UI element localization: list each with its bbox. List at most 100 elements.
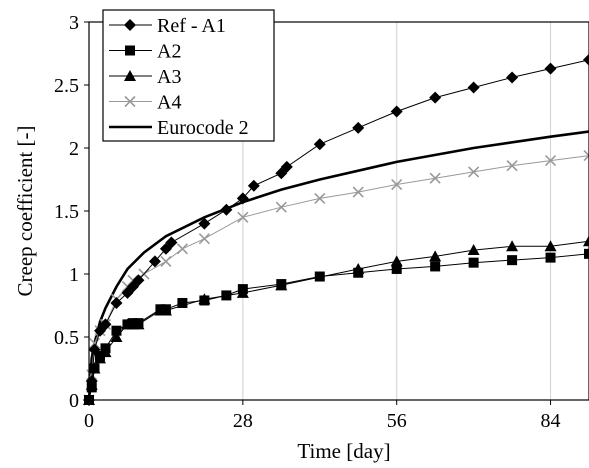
- axis-ticks: 0 0.5 1 1.5 2 2.5 3 0 28 56 84: [54, 12, 561, 432]
- legend-label: Ref - A1: [157, 15, 226, 37]
- data-point-ref-a1: [165, 236, 178, 249]
- y-tick-label: 2.5: [54, 75, 79, 97]
- data-point-a4-stroke: [237, 211, 249, 223]
- data-point-a4-stroke: [176, 243, 188, 255]
- data-point-a2: [127, 318, 138, 329]
- data-point-a4-stroke: [468, 166, 480, 178]
- data-point-a2: [199, 295, 210, 306]
- data-point-a3: [390, 255, 403, 267]
- legend-item-a4: A4: [109, 92, 181, 114]
- data-point-a2: [177, 297, 188, 308]
- y-tick-label: 0: [69, 390, 79, 412]
- data-point-a2: [100, 343, 111, 354]
- data-point-a3: [467, 244, 480, 256]
- data-point-ref-a1: [110, 296, 123, 309]
- data-point-a2: [391, 263, 402, 274]
- data-point-a4: [583, 149, 589, 162]
- data-point-a4-stroke: [352, 186, 364, 198]
- legend-marker: [125, 45, 135, 56]
- data-point-a2: [545, 252, 556, 263]
- series-line-a2: [88, 253, 589, 401]
- data-point-ref-a1: [583, 53, 589, 66]
- data-point-a2: [111, 325, 122, 336]
- data-point-a4: [544, 155, 557, 167]
- data-point-a3: [544, 240, 557, 252]
- data-point-a4: [506, 160, 518, 172]
- data-point-ref-a1: [280, 160, 293, 173]
- data-point-ref-a1: [99, 318, 112, 331]
- y-tick-label: 1: [69, 264, 79, 286]
- data-point-a3: [583, 235, 589, 247]
- data-point-a2: [584, 248, 589, 259]
- data-point-a4: [391, 178, 403, 191]
- data-point-a4: [275, 201, 287, 213]
- series-line-a4: [88, 155, 589, 401]
- series-ref-a1: [83, 53, 589, 406]
- data-point-ref-a1: [506, 71, 519, 84]
- data-point-a2: [507, 255, 518, 266]
- data-point-ref-a1: [236, 192, 249, 205]
- x-tick-label: 0: [84, 410, 94, 432]
- data-point-a4-stroke: [275, 201, 287, 213]
- data-point-a4-stroke: [314, 192, 326, 204]
- x-tick-label: 56: [387, 410, 407, 432]
- data-point-ref-a1: [88, 343, 101, 356]
- data-point-a4: [198, 233, 210, 245]
- data-point-a4: [176, 243, 188, 255]
- legend-label: A3: [157, 66, 181, 88]
- data-point-a4-stroke: [506, 160, 518, 172]
- data-point-ref-a1: [429, 91, 442, 104]
- legend-marker-stroke: [124, 95, 136, 108]
- data-point-a4-stroke: [429, 172, 441, 184]
- data-point-a3: [110, 331, 123, 342]
- data-point-ref-a1: [544, 62, 557, 75]
- data-point-a4-stroke: [198, 233, 210, 245]
- data-point-a2: [468, 257, 479, 268]
- data-point-a2: [353, 267, 364, 278]
- data-point-a2: [160, 304, 171, 315]
- legend-item-ref-a1: Ref - A1: [109, 15, 226, 37]
- data-point-a3: [429, 250, 442, 262]
- legend-item-a2: A2: [109, 41, 181, 63]
- data-point-a4-stroke: [391, 178, 403, 191]
- data-point-ref-a1: [352, 121, 365, 134]
- data-point-ref-a1: [313, 138, 326, 151]
- x-tick-label: 84: [541, 410, 561, 432]
- y-tick-label: 2: [69, 138, 79, 160]
- x-tick-label: 28: [233, 410, 253, 432]
- series-layer: [83, 53, 589, 406]
- x-axis-title: Time [day]: [297, 439, 390, 463]
- series-a2: [84, 248, 589, 405]
- data-point-a2: [122, 319, 133, 330]
- data-point-a2: [89, 363, 100, 374]
- legend-marker: [124, 70, 136, 81]
- data-point-a2: [221, 290, 232, 301]
- legend-item-a3: A3: [109, 66, 181, 88]
- data-point-ref-a1: [467, 81, 480, 94]
- data-point-ref-a1: [247, 179, 260, 192]
- legend-marker: [124, 95, 136, 108]
- data-point-a2: [430, 261, 441, 272]
- data-point-ref-a1: [132, 274, 145, 287]
- data-point-a4-stroke: [544, 155, 557, 167]
- data-point-a4: [352, 186, 364, 198]
- data-point-a4-stroke: [88, 337, 101, 349]
- data-point-a3: [506, 240, 519, 252]
- data-point-a2: [86, 382, 97, 393]
- data-point-a4-stroke: [583, 154, 589, 162]
- legend-label: A2: [157, 41, 181, 63]
- data-point-a2: [314, 271, 325, 282]
- data-point-a4-stroke: [160, 255, 172, 267]
- data-point-ref-a1: [220, 203, 233, 216]
- data-point-ref-a1: [198, 217, 211, 230]
- data-point-a4: [237, 211, 249, 223]
- data-point-a2: [94, 350, 105, 361]
- y-tick-label: 1.5: [54, 201, 79, 223]
- legend-item-eurocode-2: Eurocode 2: [109, 117, 249, 139]
- data-point-a2: [155, 304, 166, 315]
- series-a4: [83, 149, 589, 406]
- legend: Ref - A1 A2 A3 A4 Eurocode 2: [102, 9, 275, 142]
- data-point-ref-a1: [390, 105, 403, 118]
- data-point-a4-stroke: [583, 149, 589, 157]
